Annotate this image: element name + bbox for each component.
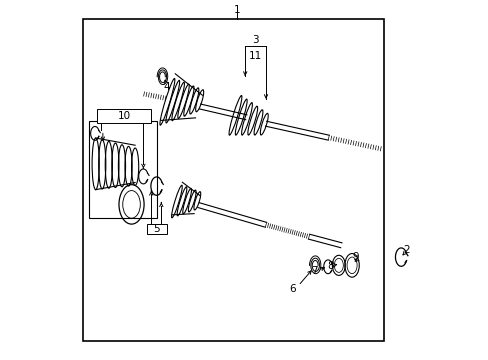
Ellipse shape (122, 190, 140, 218)
Text: 10: 10 (118, 111, 131, 121)
Bar (97, 109, 150, 123)
Text: 11: 11 (248, 51, 262, 61)
Ellipse shape (346, 257, 356, 274)
Text: 7: 7 (310, 266, 317, 276)
Bar (88, 121, 156, 218)
Text: 2: 2 (402, 245, 409, 255)
Text: 9: 9 (352, 252, 358, 262)
Text: 1: 1 (234, 5, 240, 15)
Text: 8: 8 (326, 261, 333, 271)
Text: 5: 5 (153, 224, 160, 234)
Text: 3: 3 (251, 35, 258, 45)
Bar (83, 19, 384, 341)
Text: 6: 6 (289, 284, 296, 294)
Text: 5: 5 (153, 224, 160, 234)
Bar (147, 225, 166, 234)
Ellipse shape (334, 258, 343, 273)
Text: 4: 4 (163, 82, 170, 93)
